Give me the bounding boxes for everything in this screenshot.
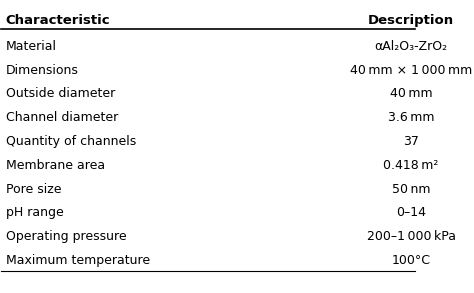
Text: 37: 37 — [403, 135, 419, 148]
Text: Description: Description — [368, 14, 454, 27]
Text: Material: Material — [6, 40, 56, 53]
Text: Outside diameter: Outside diameter — [6, 88, 115, 100]
Text: Membrane area: Membrane area — [6, 159, 105, 172]
Text: Dimensions: Dimensions — [6, 64, 78, 77]
Text: 100°C: 100°C — [392, 254, 430, 267]
Text: Operating pressure: Operating pressure — [6, 230, 126, 243]
Text: 50 nm: 50 nm — [392, 183, 430, 196]
Text: Maximum temperature: Maximum temperature — [6, 254, 150, 267]
Text: 0–14: 0–14 — [396, 207, 426, 219]
Text: Channel diameter: Channel diameter — [6, 111, 118, 124]
Text: αAl₂O₃-ZrO₂: αAl₂O₃-ZrO₂ — [374, 40, 447, 53]
Text: 40 mm: 40 mm — [390, 88, 432, 100]
Text: Pore size: Pore size — [6, 183, 61, 196]
Text: 200–1 000 kPa: 200–1 000 kPa — [366, 230, 456, 243]
Text: 3.6 mm: 3.6 mm — [388, 111, 434, 124]
Text: Characteristic: Characteristic — [6, 14, 110, 27]
Text: 40 mm × 1 000 mm: 40 mm × 1 000 mm — [350, 64, 472, 77]
Text: 0.418 m²: 0.418 m² — [383, 159, 439, 172]
Text: Quantity of channels: Quantity of channels — [6, 135, 136, 148]
Text: pH range: pH range — [6, 207, 63, 219]
